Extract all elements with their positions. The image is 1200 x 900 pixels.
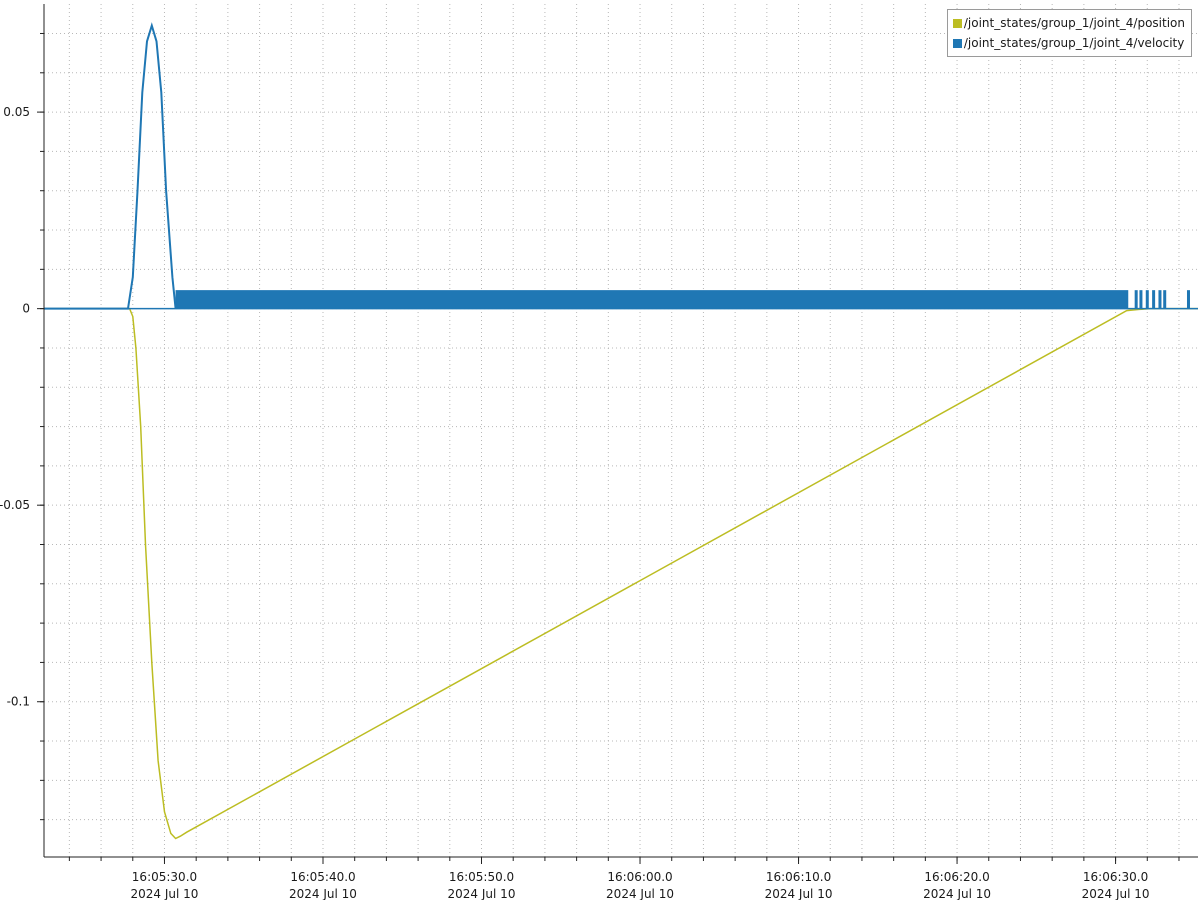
legend-swatch-velocity xyxy=(952,38,962,48)
grid xyxy=(44,4,1198,857)
x-tick-label-time: 16:06:10.0 xyxy=(766,870,831,884)
x-tick-label-date: 2024 Jul 10 xyxy=(923,887,991,900)
legend-label-velocity: /joint_states/group_1/joint_4/velocity xyxy=(963,36,1185,50)
velocity-noise-band xyxy=(175,290,1129,309)
velocity-series-line xyxy=(44,22,177,310)
position-series-line xyxy=(44,307,1198,840)
x-axis-ticks: 16:05:30.0 2024 Jul 10 16:05:40.0 2024 Jul … xyxy=(68,857,1180,900)
axes xyxy=(43,4,1198,858)
velocity-spikes xyxy=(1134,290,1190,309)
velocity-spike xyxy=(1163,290,1167,309)
y-axis-ticks: 0.05 0 -0.05 -0.1 xyxy=(0,32,44,821)
x-tick-label-date: 2024 Jul 10 xyxy=(448,887,516,900)
legend-item-velocity[interactable]: /joint_states/group_1/joint_4/velocity xyxy=(952,33,1185,53)
x-tick-label-date: 2024 Jul 10 xyxy=(289,887,357,900)
velocity-spike xyxy=(1145,290,1149,309)
x-tick-label-time: 16:05:50.0 xyxy=(449,870,514,884)
y-tick-label: 0.05 xyxy=(3,105,30,119)
y-tick-label: -0.1 xyxy=(7,695,30,709)
legend: /joint_states/group_1/joint_4/position /… xyxy=(946,9,1192,57)
x-tick-label-date: 2024 Jul 10 xyxy=(606,887,674,900)
velocity-spike xyxy=(1152,290,1156,309)
y-tick-label: -0.05 xyxy=(0,498,30,512)
velocity-spike xyxy=(1134,290,1138,309)
velocity-spike xyxy=(1158,290,1162,309)
y-tick-label: 0 xyxy=(22,302,30,316)
legend-label-position: /joint_states/group_1/joint_4/position xyxy=(963,16,1185,30)
legend-item-position[interactable]: /joint_states/group_1/joint_4/position xyxy=(952,13,1185,33)
x-tick-label-time: 16:05:40.0 xyxy=(290,870,355,884)
x-tick-label-date: 2024 Jul 10 xyxy=(1082,887,1150,900)
legend-swatch-position xyxy=(952,18,962,28)
x-tick-label-time: 16:06:00.0 xyxy=(607,870,672,884)
x-tick-label-time: 16:06:30.0 xyxy=(1083,870,1148,884)
x-tick-label-time: 16:05:30.0 xyxy=(132,870,197,884)
velocity-spike xyxy=(1186,290,1190,309)
series-layer xyxy=(44,22,1198,840)
x-tick-label-time: 16:06:20.0 xyxy=(924,870,989,884)
x-tick-label-date: 2024 Jul 10 xyxy=(131,887,199,900)
x-tick-label-date: 2024 Jul 10 xyxy=(765,887,833,900)
velocity-spike xyxy=(1139,290,1143,309)
